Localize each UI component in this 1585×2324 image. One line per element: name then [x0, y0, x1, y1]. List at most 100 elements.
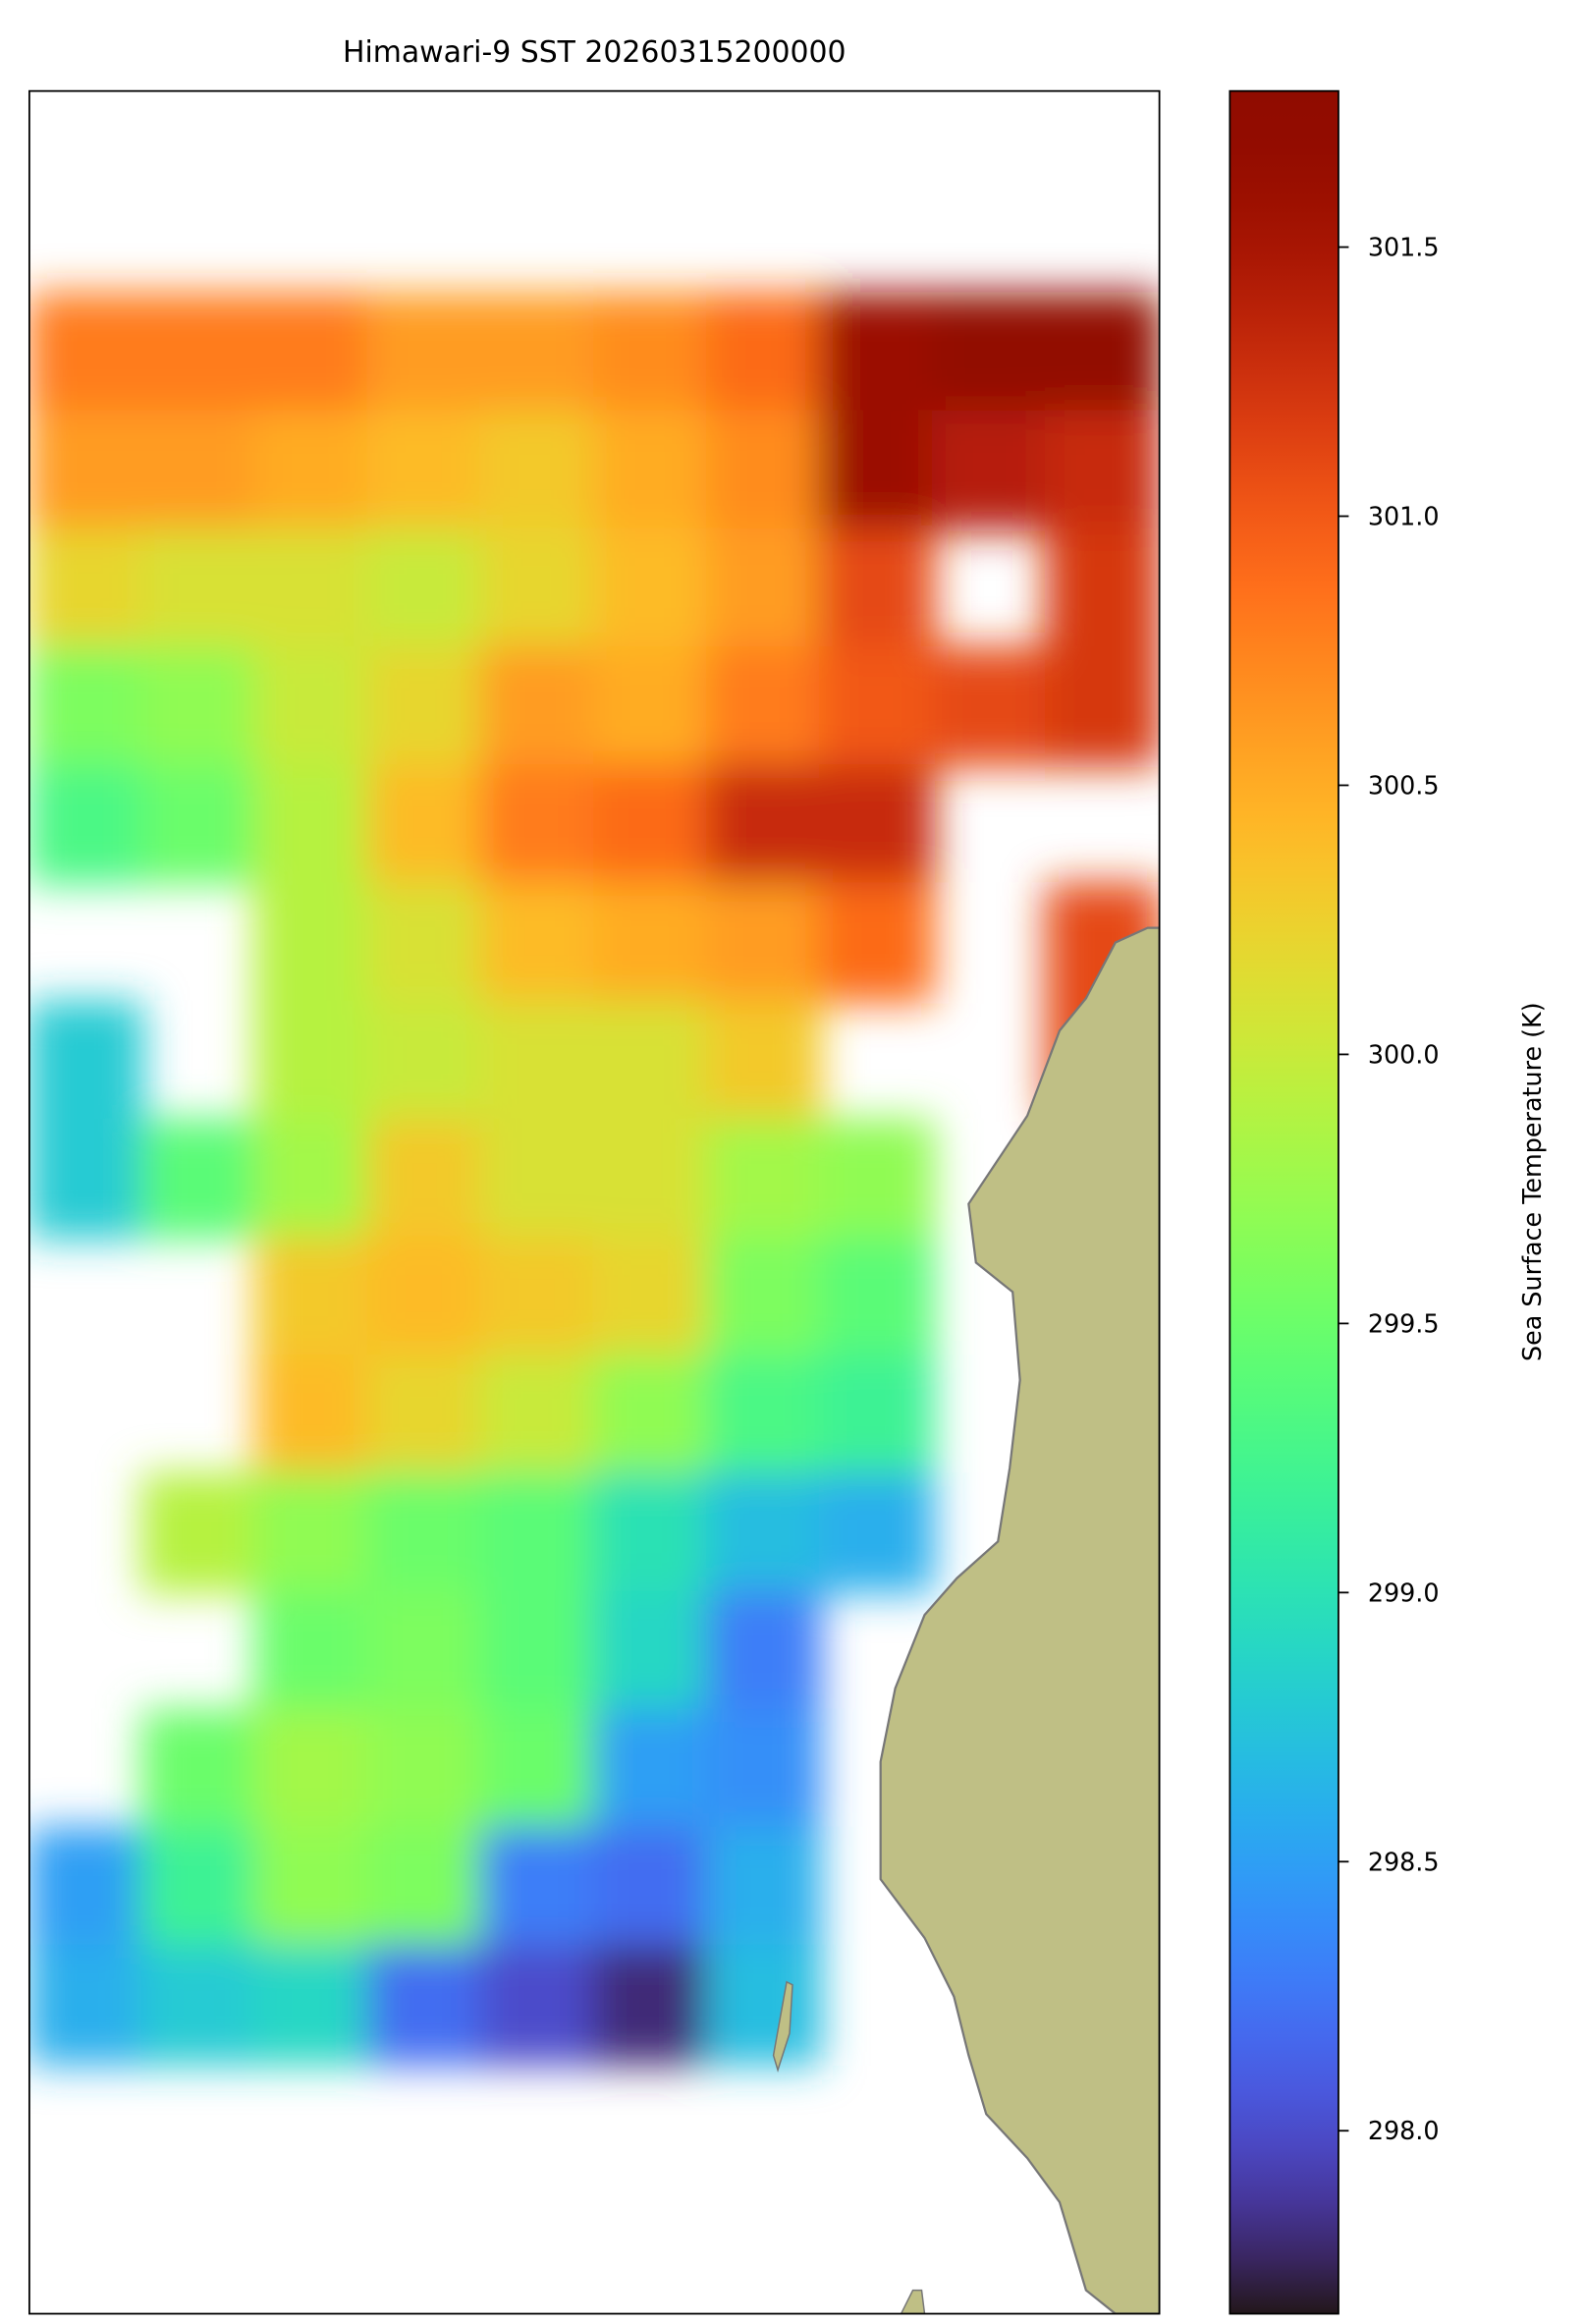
cell: [140, 1118, 257, 1240]
cell: [931, 292, 1049, 414]
cell: [818, 882, 935, 1004]
cell: [253, 1944, 370, 2066]
cell: [140, 292, 257, 414]
cell: [818, 292, 935, 414]
cell: [705, 882, 822, 1004]
cell: [592, 882, 709, 1004]
cell: [140, 527, 257, 649]
cell: [253, 764, 370, 886]
cell: [28, 1826, 144, 1948]
cell: [479, 1944, 596, 2066]
colorbar-tick-label: 299.0: [1368, 1577, 1440, 1607]
cell: [705, 1118, 822, 1240]
cell: [140, 645, 257, 768]
cell: [253, 1000, 370, 1122]
colorbar-label: Sea Surface Temperature (K): [1517, 1002, 1547, 1361]
sst-field: [28, 292, 1160, 2314]
cell: [705, 1590, 822, 1712]
cell: [705, 1826, 822, 1948]
colorbar-tick-label: 299.5: [1368, 1308, 1440, 1338]
cell: [479, 1590, 596, 1712]
cell: [818, 1354, 935, 1476]
cells: [28, 292, 1160, 2066]
cell: [28, 645, 144, 768]
cell: [592, 1590, 709, 1712]
cell: [253, 1118, 370, 1240]
cell: [1045, 527, 1160, 649]
cell: [253, 1708, 370, 1830]
cell: [366, 1354, 483, 1476]
cell: [28, 1000, 144, 1122]
cell: [479, 1354, 596, 1476]
cell: [28, 410, 144, 531]
colorbar-tick-label: 301.5: [1368, 233, 1440, 262]
cell: [705, 1708, 822, 1830]
cell: [931, 410, 1049, 531]
cell: [366, 1000, 483, 1122]
cell: [592, 1236, 709, 1357]
cell: [592, 764, 709, 886]
cell: [253, 882, 370, 1004]
cell: [818, 764, 935, 886]
colorbar-tick-label: 300.5: [1368, 770, 1440, 800]
cell: [705, 1472, 822, 1594]
cell: [366, 645, 483, 768]
cell: [931, 645, 1049, 768]
island: [772, 1980, 793, 2073]
cell: [818, 1472, 935, 1594]
colorbar-tick-label: 298.0: [1368, 2116, 1440, 2145]
cell: [366, 1472, 483, 1594]
cell: [366, 764, 483, 886]
cell: [366, 1118, 483, 1240]
cell: [592, 1944, 709, 2066]
cell: [28, 764, 144, 886]
chart-title: Himawari-9 SST 20260315200000: [343, 35, 847, 70]
cell: [366, 1826, 483, 1948]
land: [879, 926, 1160, 2314]
cell: [705, 527, 822, 649]
cell: [592, 1826, 709, 1948]
cell: [253, 645, 370, 768]
cell: [705, 410, 822, 531]
cell: [253, 527, 370, 649]
cell: [479, 1118, 596, 1240]
colorbar-tick-label: 298.5: [1368, 1847, 1440, 1876]
cell: [1045, 292, 1160, 414]
cell: [140, 1708, 257, 1830]
colorbar-frame: [1229, 89, 1339, 2315]
cell: [479, 1472, 596, 1594]
cell: [1045, 645, 1160, 768]
cell: [479, 1000, 596, 1122]
cell: [818, 1118, 935, 1240]
cell: [479, 882, 596, 1004]
island: [900, 2289, 926, 2314]
cell: [28, 1118, 144, 1240]
cell: [366, 882, 483, 1004]
cell: [366, 1236, 483, 1357]
cell: [140, 410, 257, 531]
cell: [28, 292, 144, 414]
cell: [705, 1236, 822, 1357]
cell: [253, 1354, 370, 1476]
cell: [366, 1708, 483, 1830]
cell: [366, 527, 483, 649]
cell: [140, 1944, 257, 2066]
colorbar-tick-label: 301.0: [1368, 501, 1440, 530]
cell: [592, 410, 709, 531]
cell: [592, 1354, 709, 1476]
axes-frame: [27, 89, 1161, 2315]
cell: [705, 645, 822, 768]
cell: [592, 292, 709, 414]
cell: [705, 1944, 822, 2066]
cell: [479, 645, 596, 768]
cell: [253, 1236, 370, 1357]
cell: [253, 292, 370, 414]
cell: [253, 1590, 370, 1712]
cell: [253, 1826, 370, 1948]
cell: [705, 292, 822, 414]
cell: [366, 292, 483, 414]
cell: [818, 645, 935, 768]
cell: [479, 410, 596, 531]
cell: [253, 410, 370, 531]
